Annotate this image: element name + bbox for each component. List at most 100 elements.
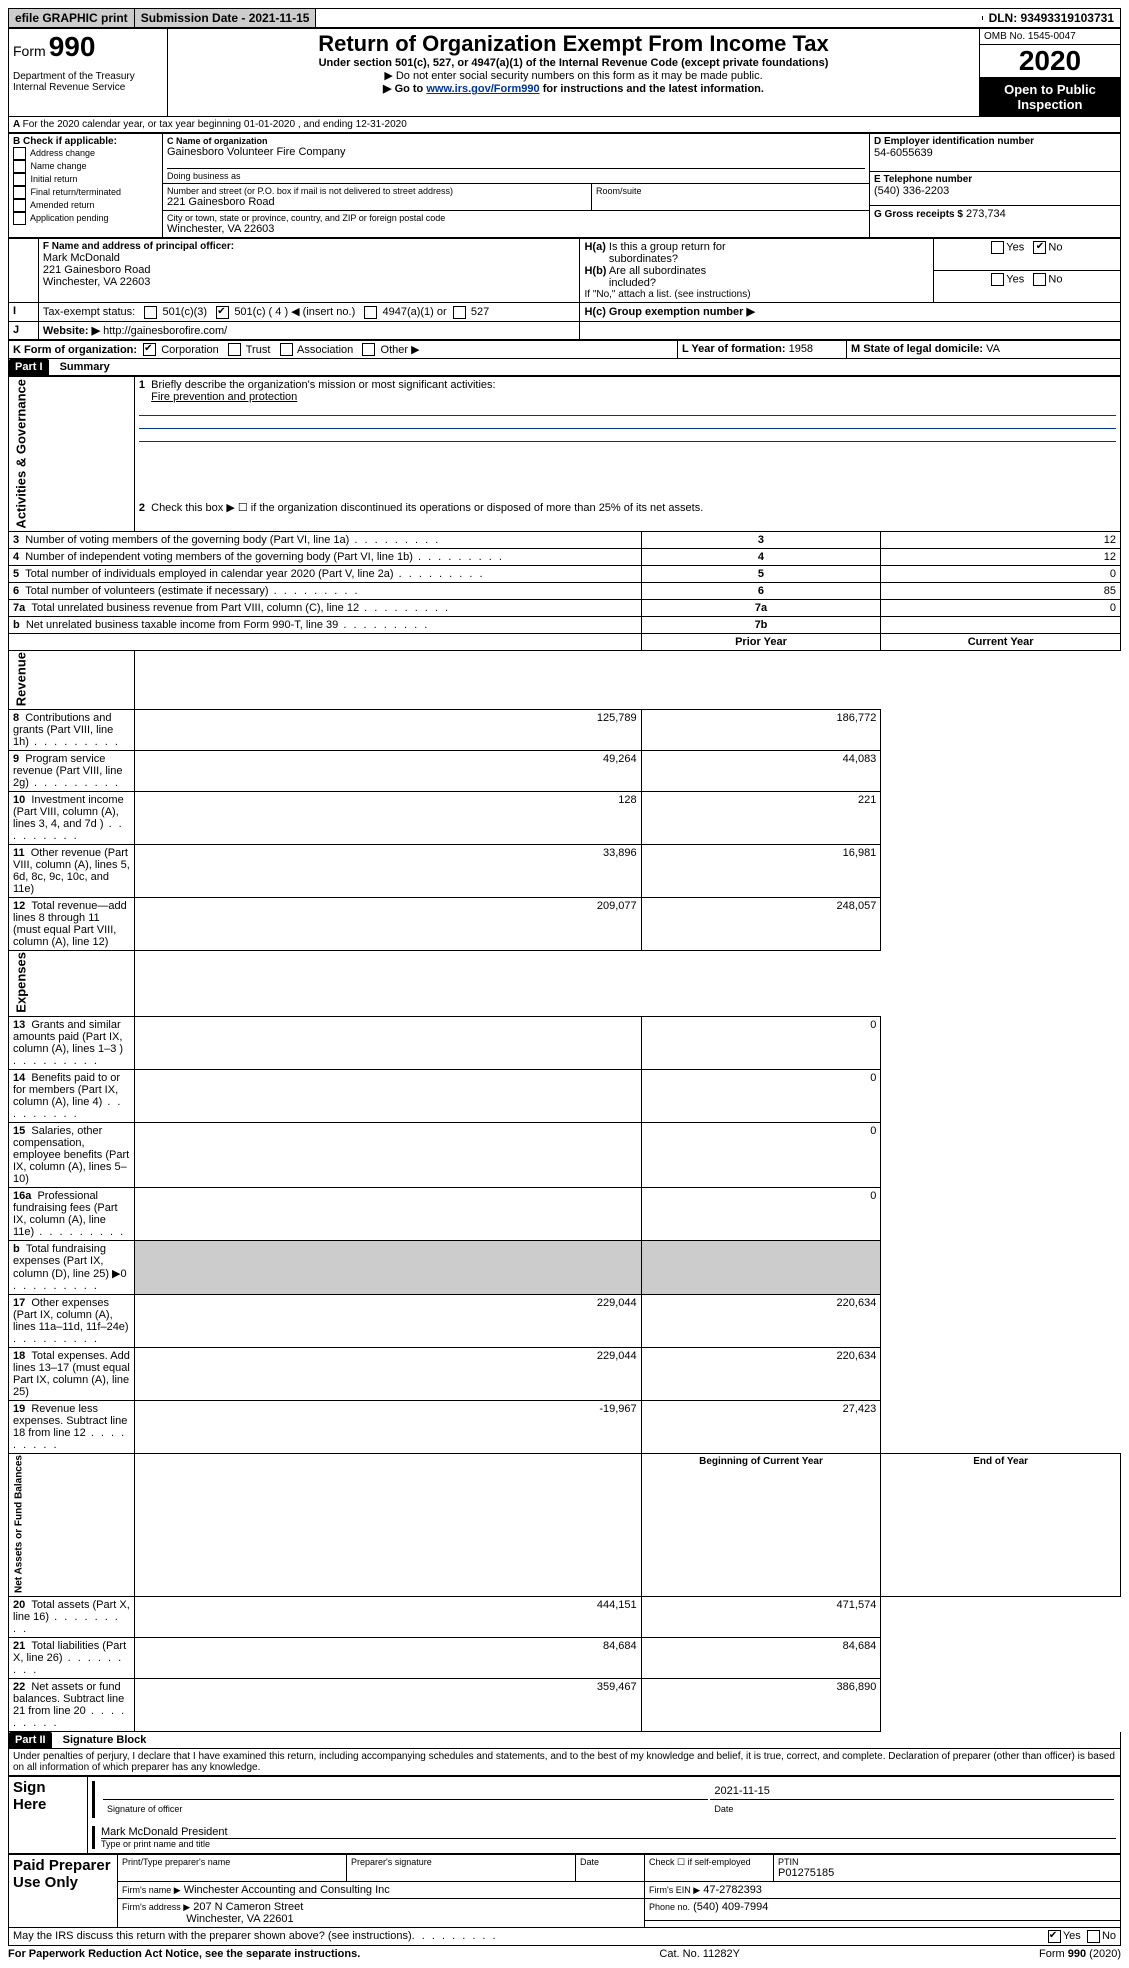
form-number: 990 [49, 31, 96, 62]
street-label: Number and street (or P.O. box if mail i… [167, 186, 587, 196]
l2-text: Check this box ▶ ☐ if the organization d… [151, 502, 703, 514]
col-eoy: End of Year [881, 1453, 1121, 1596]
header-bar: efile GRAPHIC print Submission Date - 20… [8, 8, 1121, 28]
firm-addr-label: Firm's address ▶ [122, 1902, 190, 1912]
pp-name-label: Print/Type preparer's name [118, 1854, 347, 1881]
col-current-year: Current Year [881, 633, 1121, 650]
omb-label: OMB No. 1545-0047 [980, 29, 1120, 45]
summary-row: 11 Other revenue (Part VIII, column (A),… [9, 844, 1121, 897]
box-j-label: Website: ▶ [43, 325, 100, 337]
summary-row: b Total fundraising expenses (Part IX, c… [9, 1240, 1121, 1294]
col-prior-year: Prior Year [641, 633, 881, 650]
hb-yes-checkbox[interactable] [991, 273, 1004, 286]
col-boy: Beginning of Current Year [641, 1453, 881, 1596]
firm-addr2: Winchester, VA 22601 [186, 1913, 293, 1925]
officer-addr1: 221 Gainesboro Road [43, 264, 576, 276]
box-b-option[interactable]: Address change [13, 147, 158, 160]
firm-phone: (540) 409-7994 [693, 1901, 768, 1913]
ptin-label: PTIN [778, 1857, 1116, 1867]
klm-table: K Form of organization: Corporation Trus… [8, 340, 1121, 360]
city-value: Winchester, VA 22603 [167, 223, 865, 235]
preparer-table: Paid Preparer Use Only Print/Type prepar… [8, 1854, 1121, 1928]
box-b-option[interactable]: Initial return [13, 173, 158, 186]
k-assoc-checkbox[interactable] [280, 343, 293, 356]
ha-yes-checkbox[interactable] [991, 241, 1004, 254]
dept-label: Department of the Treasury Internal Reve… [13, 71, 163, 93]
hb-no-checkbox[interactable] [1033, 273, 1046, 286]
vert-ag-label: Activities & Governance [9, 377, 135, 532]
summary-row: 17 Other expenses (Part IX, column (A), … [9, 1294, 1121, 1347]
ptin-value: P01275185 [778, 1867, 1116, 1879]
note-1: ▶ Do not enter social security numbers o… [172, 69, 975, 82]
k-trust-checkbox[interactable] [228, 343, 241, 356]
vert-rev-label: Revenue [9, 650, 135, 709]
line-a: A For the 2020 calendar year, or tax yea… [8, 117, 1121, 133]
part1-table: Activities & Governance 1 Briefly descri… [8, 376, 1121, 1731]
dln-label: DLN: 93493319103731 [983, 9, 1120, 27]
note-2: ▶ Go to www.irs.gov/Form990 for instruct… [172, 82, 975, 95]
box-c-name-label: C Name of organization [167, 136, 865, 146]
city-label: City or town, state or province, country… [167, 213, 865, 223]
box-l-label: L Year of formation: [682, 343, 786, 355]
form-prefix: Form [13, 43, 46, 59]
box-b-option[interactable]: Application pending [13, 212, 158, 225]
box-i-label: Tax-exempt status: [43, 306, 135, 318]
summary-row: 15 Salaries, other compensation, employe… [9, 1122, 1121, 1187]
irs-link[interactable]: www.irs.gov/Form990 [426, 83, 539, 95]
dba-label: Doing business as [167, 168, 865, 181]
summary-row: 5 Total number of individuals employed i… [9, 565, 1121, 582]
open-public: Open to Public Inspection [980, 78, 1120, 116]
vert-net-label: Net Assets or Fund Balances [9, 1453, 135, 1596]
summary-row: b Net unrelated business taxable income … [9, 616, 1121, 633]
summary-row: 9 Program service revenue (Part VIII, li… [9, 750, 1121, 791]
sign-here-label: Sign Here [9, 1776, 88, 1853]
entity-info-table: B Check if applicable: Address change Na… [8, 133, 1121, 238]
ha-no-checkbox[interactable] [1033, 241, 1046, 254]
summary-row: 18 Total expenses. Add lines 13–17 (must… [9, 1347, 1121, 1400]
k-corp-checkbox[interactable] [143, 343, 156, 356]
firm-addr1: 207 N Cameron Street [193, 1901, 303, 1913]
h-a: H(a) Is this a group return for subordin… [584, 241, 928, 265]
summary-row: 7a Total unrelated business revenue from… [9, 599, 1121, 616]
perjury-decl: Under penalties of perjury, I declare th… [8, 1749, 1121, 1776]
part2-header: Part II [9, 1732, 52, 1748]
summary-row: 22 Net assets or fund balances. Subtract… [9, 1678, 1121, 1731]
type-name-label: Type or print name and title [101, 1839, 1116, 1849]
form-footer: Form 990 (2020) [1039, 1948, 1121, 1960]
box-b-option[interactable]: Final return/terminated [13, 186, 158, 199]
pp-sig-label: Preparer's signature [347, 1854, 576, 1881]
firm-phone-label: Phone no. [649, 1902, 690, 1912]
firm-ein: 47-2782393 [703, 1884, 762, 1896]
footer: For Paperwork Reduction Act Notice, see … [8, 1948, 1121, 1960]
main-title: Return of Organization Exempt From Incom… [172, 31, 975, 57]
i-501c3-checkbox[interactable] [144, 306, 157, 319]
efile-print-button[interactable]: efile GRAPHIC print [9, 9, 135, 27]
discuss-no-checkbox[interactable] [1087, 1930, 1100, 1943]
discuss-yes-checkbox[interactable] [1048, 1930, 1061, 1943]
box-f-label: F Name and address of principal officer: [43, 241, 576, 252]
i-501c-checkbox[interactable] [216, 306, 229, 319]
k-other-checkbox[interactable] [362, 343, 375, 356]
i-527-checkbox[interactable] [453, 306, 466, 319]
gross-receipts: 273,734 [966, 208, 1006, 220]
signature-table: Sign Here 2021-11-15 Signature of office… [8, 1776, 1121, 1854]
summary-row: 20 Total assets (Part X, line 16)444,151… [9, 1596, 1121, 1637]
officer-printed-name: Mark McDonald President [101, 1826, 1116, 1839]
box-b-option[interactable]: Name change [13, 160, 158, 173]
summary-row: 4 Number of independent voting members o… [9, 548, 1121, 565]
box-e-label: E Telephone number [874, 174, 1116, 185]
i-4947-checkbox[interactable] [364, 306, 377, 319]
officer-addr2: Winchester, VA 22603 [43, 276, 576, 288]
h-c-label: H(c) Group exemption number ▶ [584, 306, 754, 318]
l1-value: Fire prevention and protection [151, 391, 297, 403]
summary-row: 13 Grants and similar amounts paid (Part… [9, 1016, 1121, 1069]
room-label: Room/suite [596, 186, 865, 196]
h-b-note: If "No," attach a list. (see instruction… [584, 289, 928, 300]
submission-date-button[interactable]: Submission Date - 2021-11-15 [135, 9, 317, 27]
sig-date-label: Date [710, 1802, 1114, 1816]
tax-year: 2020 [980, 45, 1120, 78]
cat-no: Cat. No. 11282Y [659, 1948, 740, 1960]
part1-title: Summary [52, 361, 110, 373]
box-k-label: K Form of organization: [13, 344, 137, 356]
box-b-option[interactable]: Amended return [13, 199, 158, 212]
